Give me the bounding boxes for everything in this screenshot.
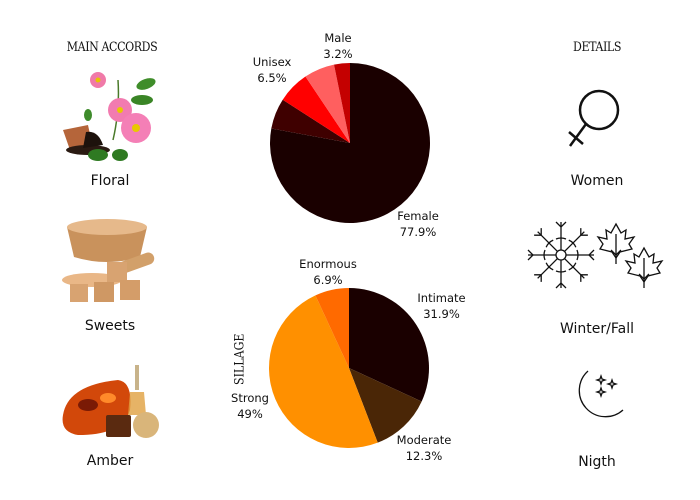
- moon-stars-icon: [578, 370, 624, 418]
- detail-label-women: Women: [570, 173, 624, 189]
- pie-label-unisex: Unisex 6.5%: [252, 55, 292, 85]
- pie-slice-male: [334, 63, 350, 143]
- main-accords-heading: MAIN ACCORDS: [66, 40, 158, 55]
- pie-slice-female: [269, 63, 430, 223]
- pie-label-strong: Strong 49%: [231, 391, 269, 421]
- sillage-axis-label: SILLAGE: [232, 333, 248, 385]
- pie-label-intimate: Intimate 31.9%: [417, 291, 466, 321]
- rose-flower-image: [63, 72, 156, 161]
- accord-label-floral: Floral: [90, 173, 130, 189]
- brown-sugar-image: [62, 219, 155, 302]
- female-symbol-icon: [568, 89, 620, 147]
- pie-slice-intimate: [349, 288, 429, 402]
- pie-slice-unlabeled-1: [271, 99, 350, 143]
- accord-label-amber: Amber: [86, 453, 134, 469]
- pie-label-moderate: Moderate 12.3%: [396, 433, 452, 463]
- details-heading: DETAILS: [573, 40, 621, 55]
- pie-label-enormous: Enormous 6.9%: [299, 257, 357, 287]
- pie-slice-strong: [268, 295, 378, 449]
- pie-slice-moderate: [349, 368, 422, 443]
- detail-label-winter-fall: Winter/Fall: [560, 321, 634, 337]
- accord-label-sweets: Sweets: [84, 318, 136, 334]
- detail-label-night: Nigth: [578, 454, 616, 470]
- amber-stone-image: [62, 365, 159, 438]
- pie-slice-unisex: [282, 76, 350, 143]
- pie-label-male: Male 3.2%: [323, 31, 353, 61]
- pie-slice-enormous: [315, 288, 349, 368]
- snowflake-maple-leaves-icon: [527, 221, 663, 289]
- pie-label-female: Female 77.9%: [397, 209, 439, 239]
- pie-slice-unlabeled-3: [305, 64, 350, 143]
